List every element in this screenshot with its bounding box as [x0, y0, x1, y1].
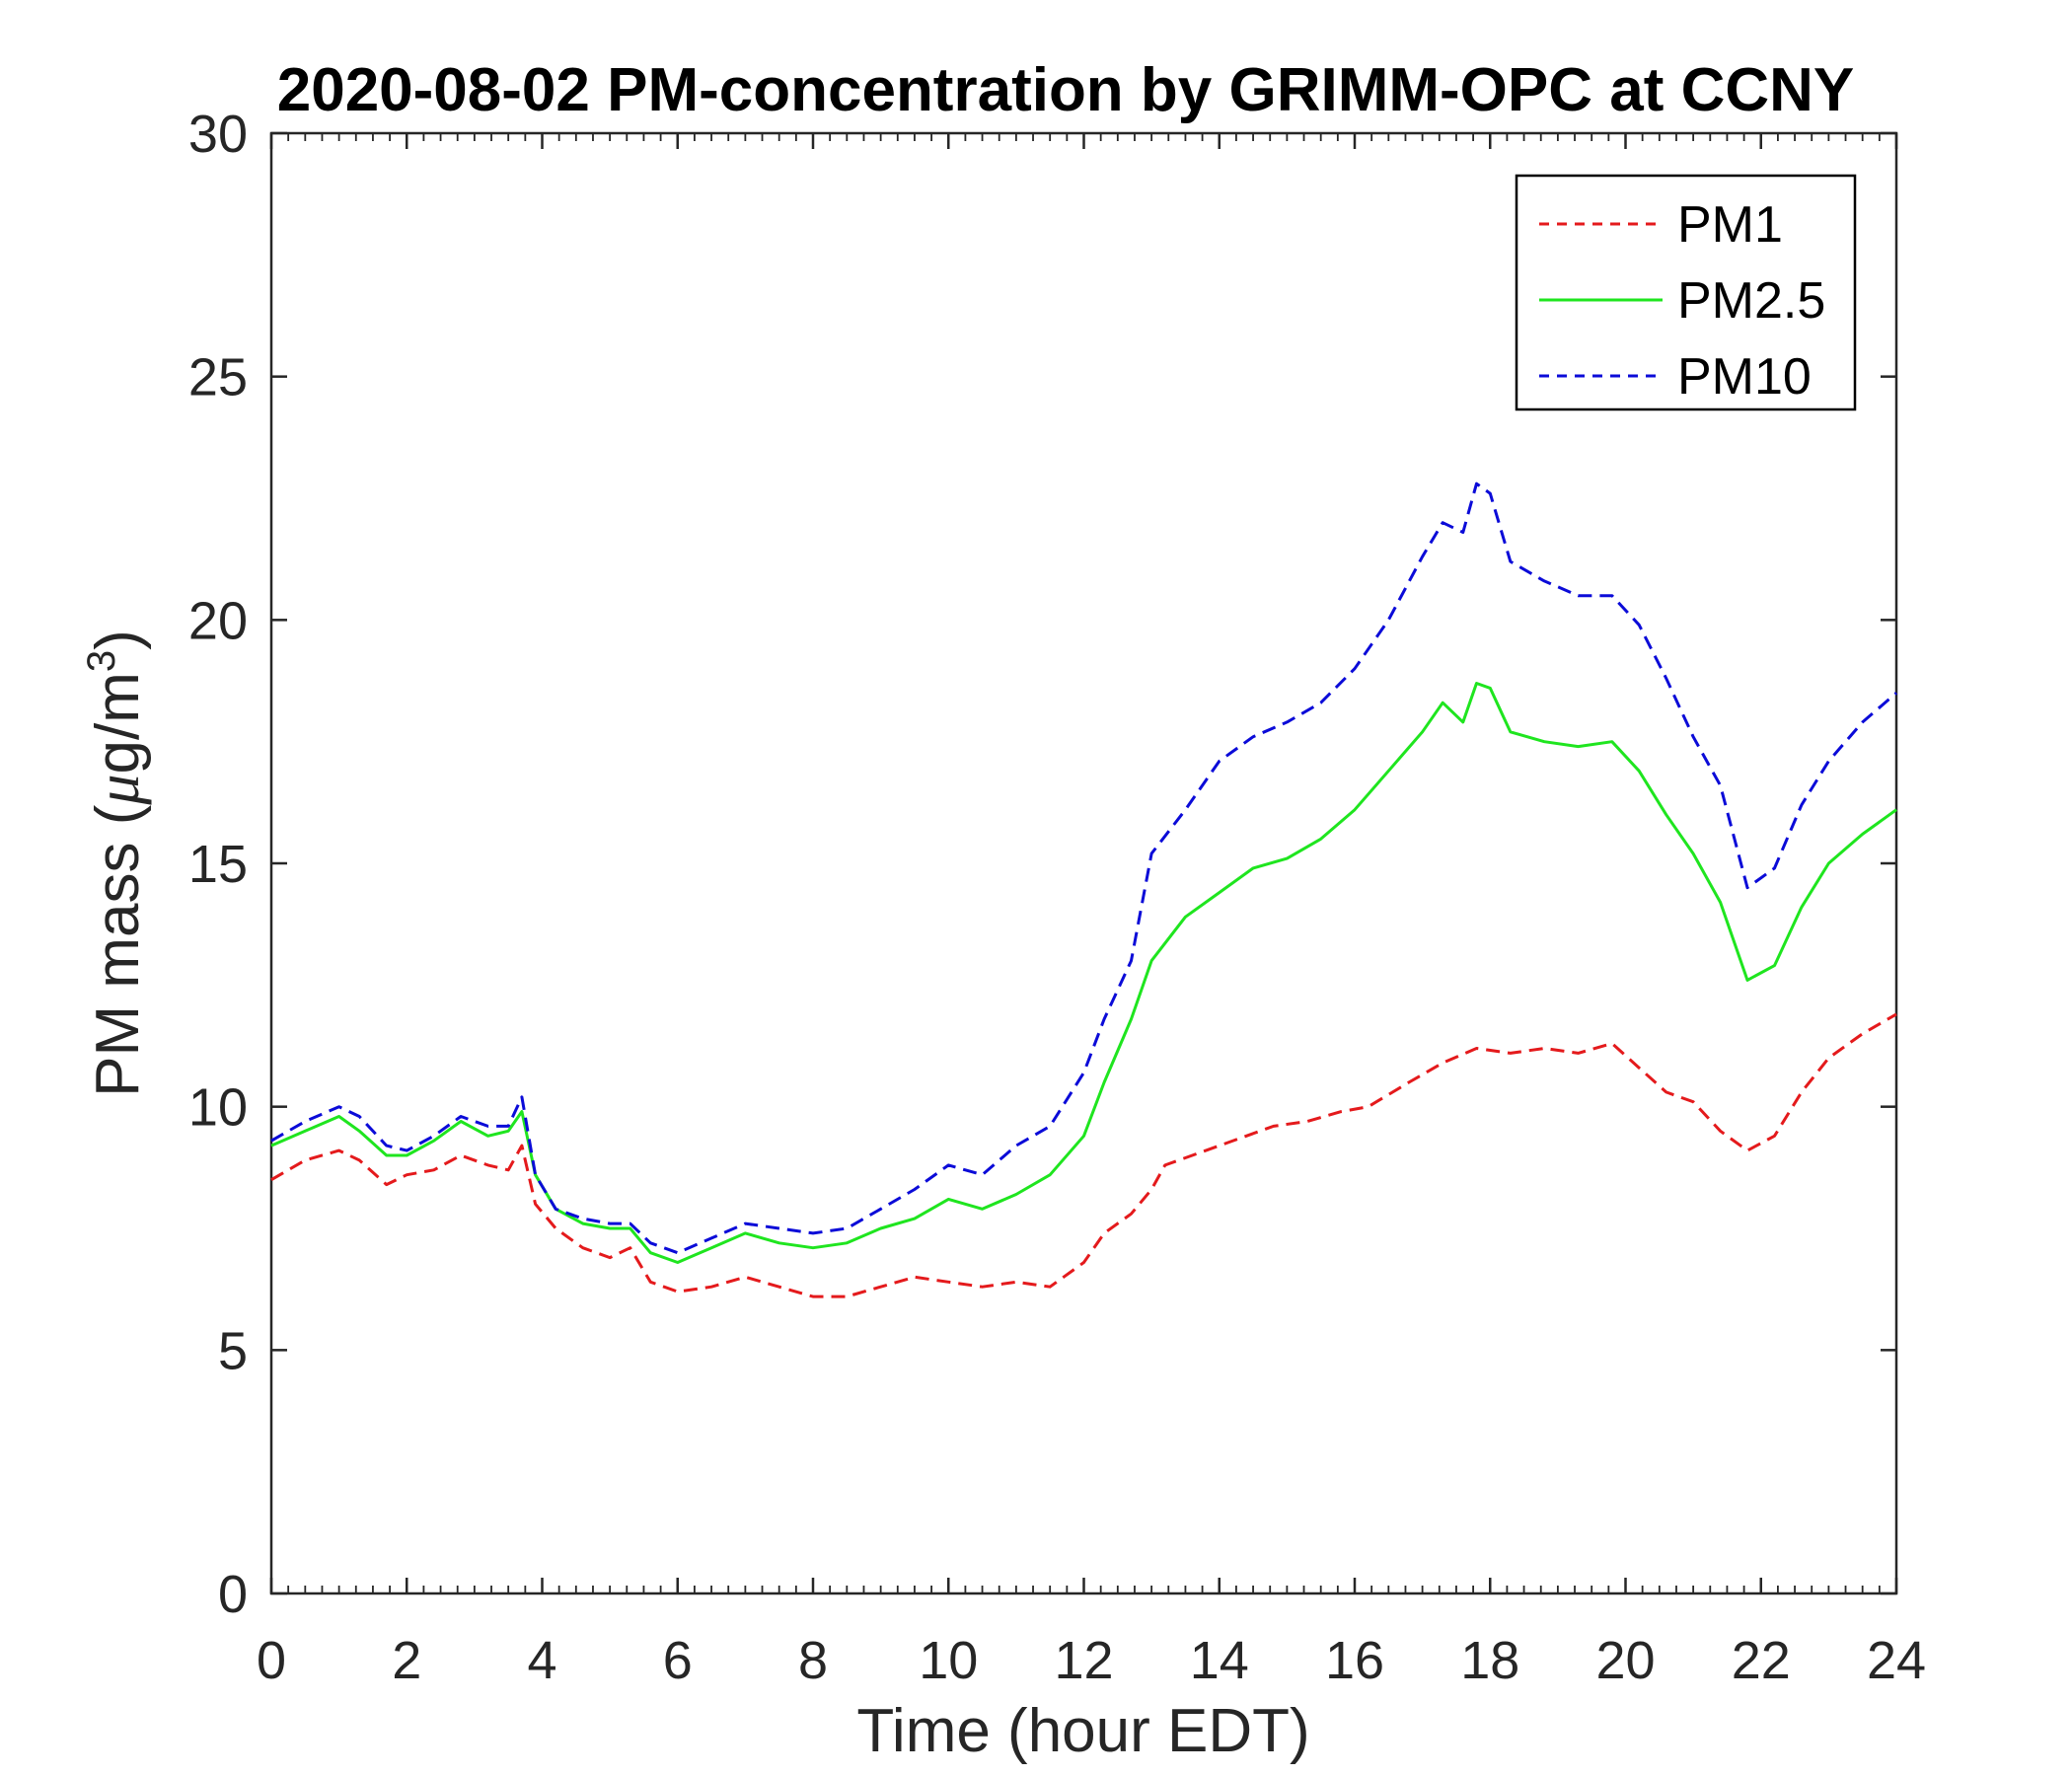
y-tick-label: 20 [188, 591, 248, 650]
x-axis-label: Time (hour EDT) [856, 1697, 1309, 1765]
y-tick-label: 5 [218, 1321, 248, 1380]
x-tick-label: 12 [1054, 1631, 1113, 1690]
y-tick-label: 0 [218, 1565, 248, 1624]
x-tick-label: 18 [1460, 1631, 1519, 1690]
chart-title: 2020-08-02 PM-concentration by GRIMM-OPC… [277, 56, 1855, 124]
y-axis-label-unit: g/m [84, 672, 152, 774]
x-tick-label: 6 [663, 1631, 693, 1690]
x-tick-label: 4 [527, 1631, 556, 1690]
x-tick-label: 2 [392, 1631, 421, 1690]
x-tick-label: 22 [1732, 1631, 1791, 1690]
legend-label: PM1 [1677, 196, 1783, 254]
x-tick-label: 24 [1867, 1631, 1926, 1690]
y-tick-label: 15 [188, 835, 248, 894]
x-tick-label: 16 [1325, 1631, 1384, 1690]
legend: PM1 PM2.5 PM10 [1515, 174, 1857, 411]
y-tick-label: 30 [188, 105, 248, 164]
x-tick-label: 20 [1595, 1631, 1655, 1690]
y-tick-label: 10 [188, 1078, 248, 1138]
y-axis-label-mu: μ [85, 774, 152, 805]
y-axis-label-exponent: 3 [80, 650, 123, 672]
x-tick-label: 0 [257, 1631, 286, 1690]
y-axis-label: PM mass (μg/m3) [80, 629, 152, 1097]
axis-ticks [269, 131, 1898, 1595]
x-tick-label: 14 [1190, 1631, 1249, 1690]
series-layer [270, 481, 1897, 1298]
y-axis-label-suffix: ) [84, 629, 152, 650]
x-tick-label: 10 [919, 1631, 978, 1690]
legend-label: PM10 [1677, 348, 1812, 406]
y-tick-label: 25 [188, 348, 248, 407]
legend-box [1515, 174, 1857, 411]
y-axis-label-prefix: PM mass ( [84, 804, 152, 1097]
x-tick-label: 8 [798, 1631, 828, 1690]
series-line-pm10 [270, 481, 1897, 1255]
legend-label: PM2.5 [1677, 272, 1825, 330]
